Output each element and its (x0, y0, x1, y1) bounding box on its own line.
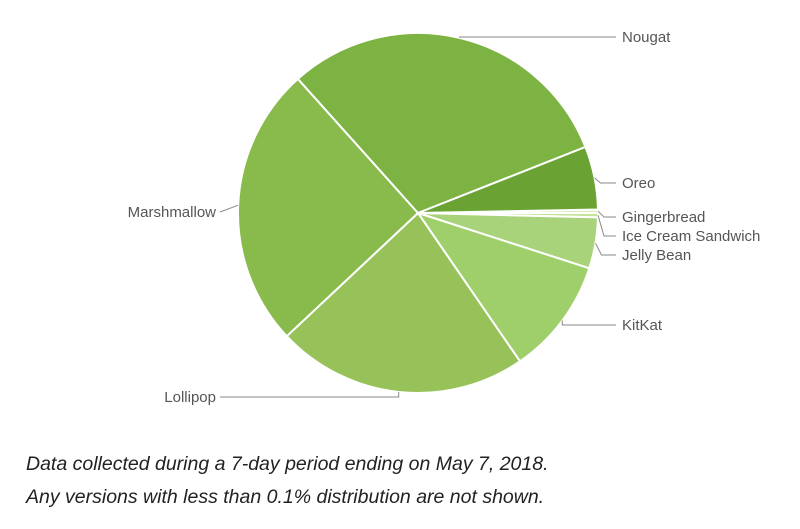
leader-line-jelly-bean (595, 242, 616, 256)
caption-distribution-note: Any versions with less than 0.1% distrib… (26, 486, 545, 508)
leader-line-nougat (459, 36, 616, 38)
slice-lollipop (285, 212, 521, 394)
leader-line-lollipop (220, 392, 400, 398)
pie-chart: Gingerbread Ice Cream Sandwich Jelly Bean K… (128, 29, 761, 406)
label-jelly-bean: Jelly Bean (622, 247, 691, 264)
label-kitkat: KitKat (622, 317, 663, 334)
leader-line-gingerbread (597, 210, 616, 218)
leader-line-ice-cream-sandwich (597, 215, 616, 237)
leader-line-oreo (594, 177, 616, 184)
label-lollipop: Lollipop (164, 389, 216, 406)
slice-nougat (296, 32, 587, 214)
leader-line-kitkat (561, 320, 616, 326)
label-ice-cream-sandwich: Ice Cream Sandwich (622, 228, 760, 245)
leader-line-marshmallow (219, 204, 239, 213)
label-nougat: Nougat (622, 29, 671, 46)
caption-collection-period: Data collected during a 7-day period end… (26, 453, 549, 475)
label-oreo: Oreo (622, 175, 655, 192)
label-marshmallow: Marshmallow (128, 204, 217, 221)
label-gingerbread: Gingerbread (622, 209, 705, 226)
